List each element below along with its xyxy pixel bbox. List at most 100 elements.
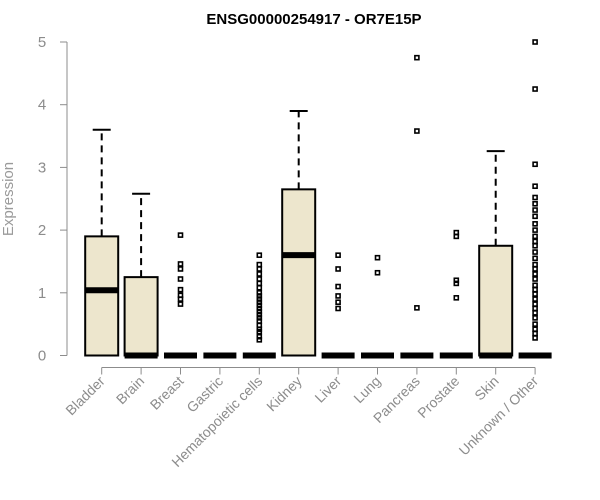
y-axis: 0 1 2 3 4 5	[38, 34, 68, 365]
outlier-point	[532, 271, 538, 277]
box	[281, 188, 317, 357]
outlier-point	[532, 39, 538, 45]
outlier-point	[532, 276, 538, 282]
outlier-point	[532, 194, 538, 201]
outlier-point	[177, 301, 184, 307]
outlier-point	[532, 207, 538, 213]
chart-title: ENSG00000254917 - OR7E15P	[206, 11, 421, 28]
x-tick-label: Skin	[471, 373, 502, 404]
outlier-point	[532, 266, 538, 272]
box-group	[242, 252, 276, 359]
box-group	[518, 39, 552, 359]
outlier-point	[532, 315, 538, 321]
outlier-point	[256, 305, 263, 312]
outlier-point	[177, 261, 184, 267]
outlier-point	[532, 183, 538, 190]
box	[84, 235, 120, 357]
outlier-point	[532, 86, 538, 92]
outlier-point	[256, 337, 263, 343]
outlier-point	[177, 296, 184, 302]
box-group	[321, 252, 355, 359]
outlier-point	[335, 252, 341, 258]
outlier-point	[177, 286, 184, 293]
y-tick-label: 5	[38, 34, 46, 51]
x-tick-label: Breast	[147, 373, 187, 413]
outlier-point	[256, 289, 263, 296]
outlier-point	[532, 326, 538, 332]
x-tick-label: Bladder	[62, 373, 108, 419]
outlier-point	[177, 266, 184, 272]
box	[123, 276, 159, 357]
x-tick-label: Prostate	[414, 373, 462, 421]
box	[478, 244, 514, 357]
box-group	[123, 192, 159, 359]
box-group	[400, 54, 434, 359]
outlier-point	[414, 54, 420, 61]
outlier-point	[532, 305, 538, 312]
x-tick-label: Liver	[311, 373, 344, 406]
outlier-point	[335, 299, 341, 306]
outlier-point	[532, 296, 538, 302]
outlier-point	[256, 299, 263, 306]
box-group	[439, 229, 473, 359]
box-group	[361, 254, 394, 359]
y-tick-label: 4	[38, 97, 46, 114]
outlier-point	[453, 295, 460, 301]
outlier-point	[335, 305, 341, 312]
outlier-point	[256, 328, 263, 335]
outlier-point	[374, 254, 381, 261]
outlier-point	[532, 282, 538, 289]
outlier-point	[256, 276, 263, 282]
outlier-point	[532, 249, 538, 255]
box-group	[164, 232, 197, 359]
outlier-point	[256, 280, 263, 287]
outlier-point	[532, 310, 538, 316]
outlier-point	[256, 252, 263, 258]
outlier-point	[532, 242, 538, 249]
outlier-point	[532, 330, 538, 337]
y-axis-label: Expression	[0, 162, 17, 236]
y-tick-label: 2	[38, 222, 46, 239]
outlier-point	[177, 276, 184, 282]
box-group	[84, 128, 120, 357]
x-tick-label: Lung	[350, 373, 383, 406]
outlier-point	[335, 266, 341, 272]
outlier-point	[256, 318, 263, 324]
outlier-point	[256, 333, 263, 340]
x-tick-label: Brain	[113, 373, 147, 407]
outlier-point	[414, 305, 420, 311]
outlier-point	[335, 293, 341, 299]
outlier-point	[453, 233, 460, 240]
outlier-point	[256, 284, 263, 291]
outlier-point	[532, 335, 538, 341]
outlier-point	[532, 200, 538, 207]
outlier-point	[532, 213, 538, 220]
outlier-point	[414, 128, 420, 134]
outlier-point	[532, 261, 538, 268]
outlier-point	[256, 311, 263, 318]
outlier-point	[532, 161, 538, 168]
outlier-point	[532, 227, 538, 233]
outlier-point	[532, 301, 538, 307]
outlier-point	[532, 255, 538, 262]
y-tick-label: 3	[38, 159, 46, 176]
outlier-point	[532, 221, 538, 227]
outlier-point	[256, 302, 263, 309]
outlier-point	[532, 238, 538, 245]
outlier-point	[532, 233, 538, 240]
y-tick-label: 1	[38, 285, 46, 302]
outlier-point	[335, 283, 341, 290]
outlier-point	[256, 296, 263, 302]
outlier-point	[374, 269, 381, 276]
outlier-point	[453, 280, 460, 287]
outlier-point	[453, 277, 460, 284]
outlier-point	[256, 271, 263, 277]
outlier-point	[256, 261, 263, 268]
outlier-point	[256, 266, 263, 272]
outlier-point	[256, 315, 263, 321]
box-group	[281, 109, 317, 357]
outlier-point	[532, 321, 538, 327]
outlier-point	[532, 291, 538, 297]
